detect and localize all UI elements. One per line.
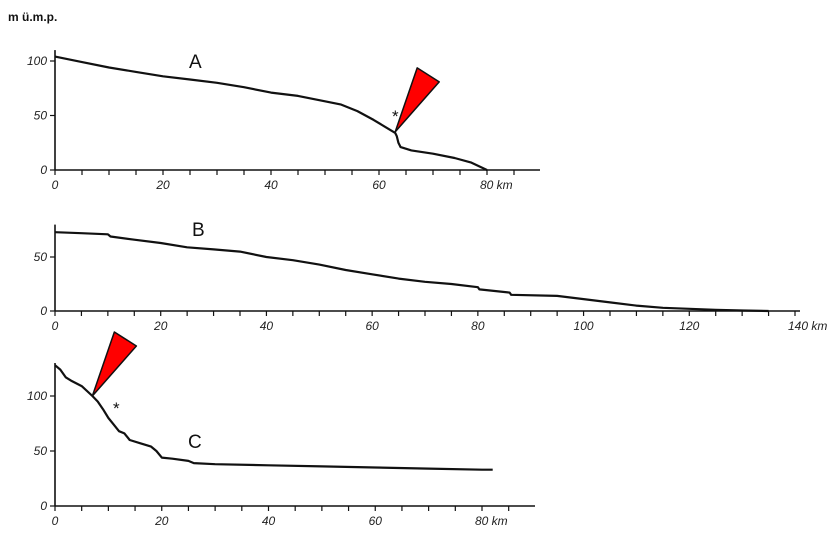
x-tick-label-a: 40 xyxy=(264,178,278,192)
x-tick-label-b: 140 km xyxy=(788,319,827,333)
x-tick-label-a: 20 xyxy=(155,178,170,192)
x-tick-label-b: 0 xyxy=(52,319,59,333)
y-tick-label-a: 50 xyxy=(34,109,48,123)
red-marker-c xyxy=(91,331,138,397)
y-unit-label: m ü.m.p. xyxy=(8,10,58,24)
x-tick-label-c: 40 xyxy=(262,514,276,528)
red-marker-a xyxy=(394,67,440,133)
profile-label-b: B xyxy=(192,220,205,241)
profile-label-a: A xyxy=(189,52,202,73)
x-tick-label-a: 60 xyxy=(372,178,386,192)
annotation-star-c: * xyxy=(113,399,120,418)
annotation-star-a: * xyxy=(392,107,399,126)
x-tick-label-b: 80 xyxy=(471,319,485,333)
y-tick-label-b: 0 xyxy=(40,304,47,318)
y-tick-label-c: 100 xyxy=(27,389,47,403)
x-tick-label-c: 60 xyxy=(369,514,383,528)
x-tick-label-c: 0 xyxy=(52,514,59,528)
profile-line-b xyxy=(54,231,769,313)
x-tick-label-c: 80 km xyxy=(475,514,508,528)
profile-line-c xyxy=(54,364,493,471)
profile-label-c: C xyxy=(188,432,202,453)
x-tick-label-c: 20 xyxy=(154,514,169,528)
profile-panel-b: 0 20 40 60 80 100 120 140 km 0 50 B xyxy=(34,220,828,333)
x-tick-label-b: 100 xyxy=(574,319,594,333)
y-tick-label-c: 0 xyxy=(40,499,47,513)
x-tick-label-b: 60 xyxy=(365,319,379,333)
profile-panel-a: 0 20 40 60 80 km 0 50 100 A * xyxy=(27,50,540,192)
x-tick-label-a: 80 km xyxy=(480,178,513,192)
y-tick-label-b: 50 xyxy=(34,250,48,264)
profile-panel-c: 0 20 40 60 80 km 0 50 100 C * xyxy=(27,331,535,528)
profile-line-a xyxy=(54,55,488,171)
x-tick-label-b: 20 xyxy=(153,319,168,333)
x-tick-label-b: 120 xyxy=(679,319,699,333)
y-tick-label-a: 0 xyxy=(40,163,47,177)
y-tick-label-a: 100 xyxy=(27,54,47,68)
x-tick-label-a: 0 xyxy=(52,178,59,192)
x-tick-label-b: 40 xyxy=(260,319,274,333)
y-tick-label-c: 50 xyxy=(34,444,48,458)
